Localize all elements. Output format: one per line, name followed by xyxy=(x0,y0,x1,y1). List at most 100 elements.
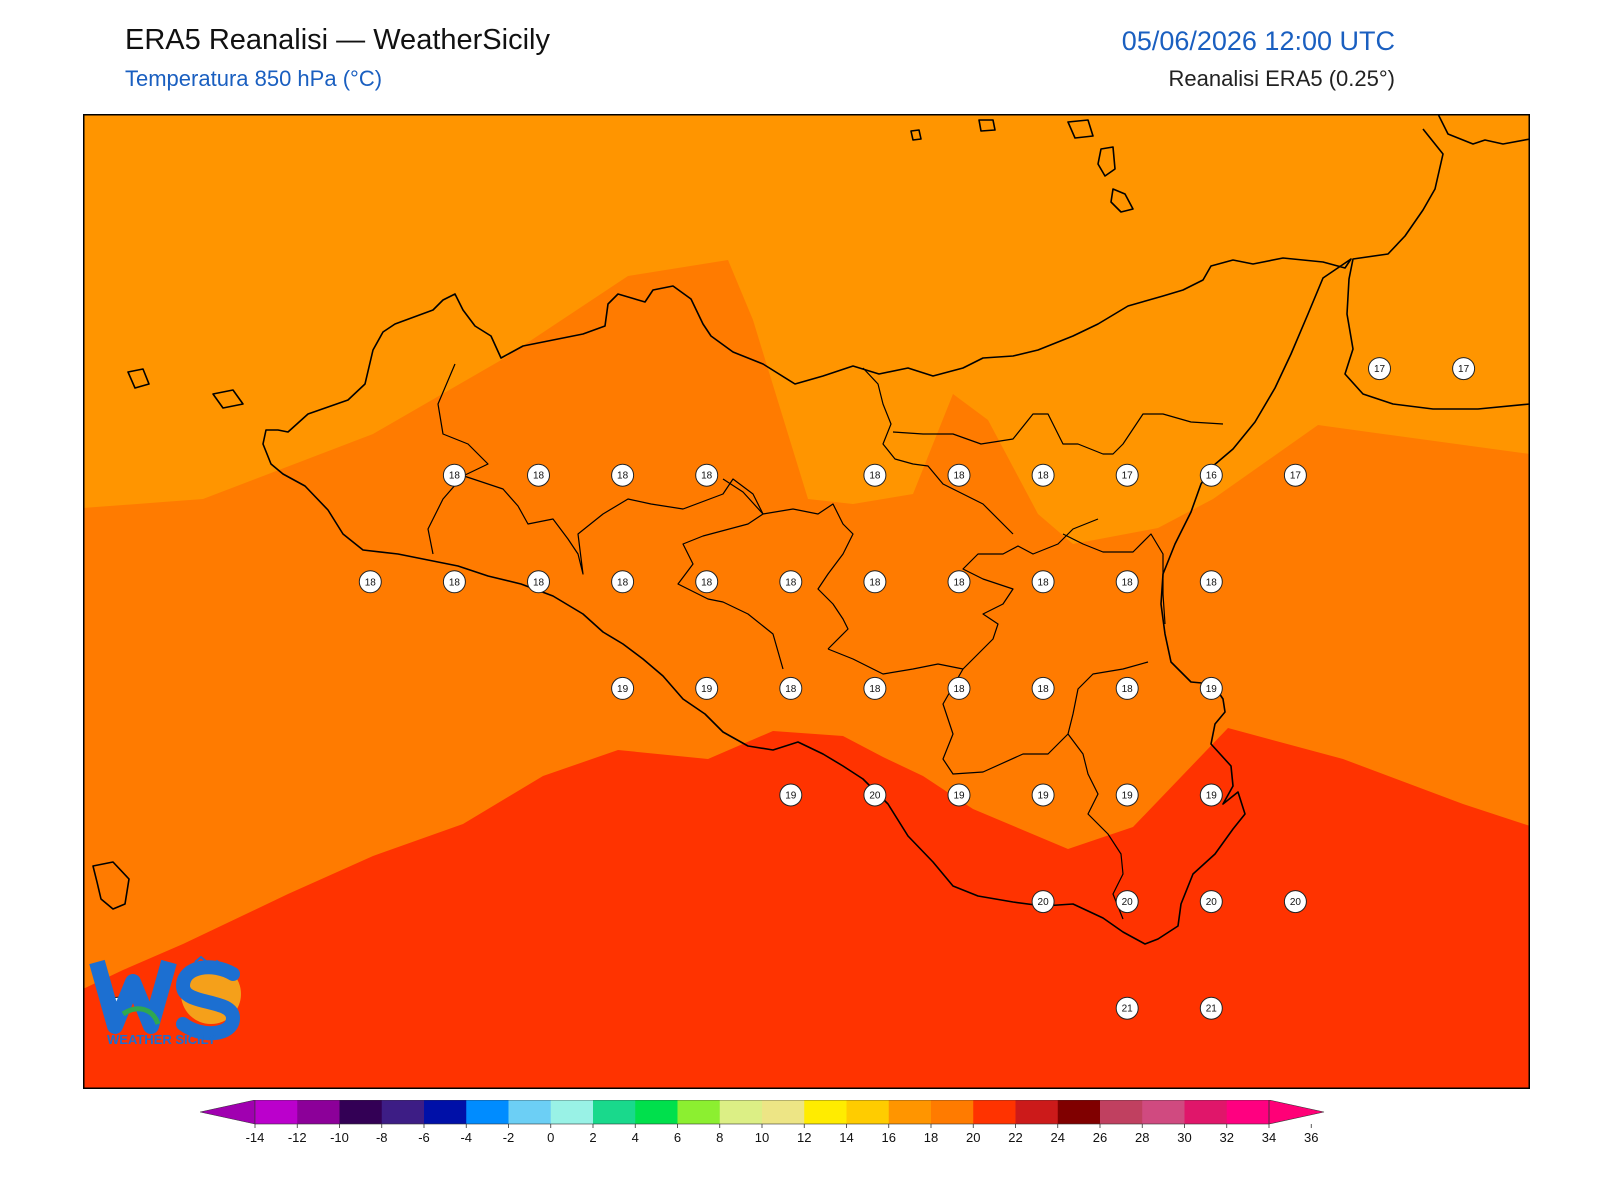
station-markers: 17 17 18 18 18 18 18 18 18 17 16 17 18 18 18 18 18 18 18 18… xyxy=(106,357,1476,1020)
station-marker: 18 xyxy=(863,676,887,700)
colorbar-tick-label: 26 xyxy=(1093,1130,1107,1145)
station-circle xyxy=(358,570,382,594)
station-circle xyxy=(1199,676,1223,700)
station-circle xyxy=(695,463,719,487)
station-marker: 18 xyxy=(863,570,887,594)
colorbar-swatch xyxy=(846,1100,890,1124)
colorbar-swatch xyxy=(550,1100,594,1124)
station-marker: 18 xyxy=(1115,570,1139,594)
colorbar-swatch xyxy=(593,1100,636,1124)
station-circle xyxy=(1031,570,1055,594)
station-temperature: 19 xyxy=(953,791,965,802)
weathersicily-logo: WEATHER SICILY xyxy=(89,955,241,1047)
station-marker: 21 xyxy=(1115,996,1139,1020)
station-temperature: 19 xyxy=(1038,791,1050,802)
station-marker: 20 xyxy=(1199,890,1223,914)
border-catania-siracusa xyxy=(1062,533,1166,625)
station-temperature: 18 xyxy=(617,471,629,482)
station-circle xyxy=(1199,463,1223,487)
station-marker: 18 xyxy=(442,570,466,594)
station-circle xyxy=(1031,783,1055,807)
station-marker: 18 xyxy=(695,570,719,594)
colorbar-swatch xyxy=(339,1100,383,1124)
border-enna-catania xyxy=(827,518,1099,675)
colorbar-under-arrow xyxy=(200,1100,256,1125)
station-temperature: 20 xyxy=(1038,897,1050,908)
station-temperature: 18 xyxy=(533,471,545,482)
colorbar-tick-label: 36 xyxy=(1304,1130,1318,1145)
station-temperature: 18 xyxy=(1206,577,1218,588)
colorbar-tick-label: 28 xyxy=(1135,1130,1149,1145)
colorbar-swatch xyxy=(635,1100,678,1124)
colorbar-swatch xyxy=(1142,1100,1185,1124)
station-circle xyxy=(779,783,803,807)
station-circle xyxy=(1199,890,1223,914)
aeolian-island-1 xyxy=(978,119,996,132)
station-temperature: 18 xyxy=(785,684,797,695)
colorbar-swatch xyxy=(804,1100,847,1124)
logo-caption: WEATHER SICILY xyxy=(107,1032,216,1047)
station-temperature: 20 xyxy=(869,791,881,802)
station-temperature: 18 xyxy=(1122,577,1134,588)
station-marker: 18 xyxy=(611,570,635,594)
colorbar-swatch xyxy=(1184,1100,1228,1124)
station-marker: 19 xyxy=(695,676,719,700)
station-marker: 17 xyxy=(1115,463,1139,487)
station-circle xyxy=(947,783,971,807)
colorbar-over-arrow xyxy=(1268,1100,1325,1125)
colorbar-tick-label: 24 xyxy=(1051,1130,1065,1145)
station-circle xyxy=(1115,676,1139,700)
station-circle xyxy=(1368,357,1391,381)
station-marker: 18 xyxy=(779,570,803,594)
colorbar-tick-label: 30 xyxy=(1177,1130,1191,1145)
station-temperature: 17 xyxy=(1122,471,1134,482)
valid-time: 05/06/2026 12:00 UTC xyxy=(1121,26,1395,56)
station-circle xyxy=(527,570,550,594)
colorbar-tick-label: -10 xyxy=(330,1130,349,1145)
station-temperature: 18 xyxy=(365,577,377,588)
station-temperature: 18 xyxy=(1122,684,1134,695)
colorbar-swatch xyxy=(762,1100,805,1124)
station-marker: 18 xyxy=(947,676,971,700)
station-circle xyxy=(863,676,887,700)
station-temperature: 18 xyxy=(953,684,965,695)
station-temperature: 17 xyxy=(1458,364,1470,375)
colorbar-tick-label: -12 xyxy=(288,1130,307,1145)
station-temperature: 19 xyxy=(617,684,629,695)
station-marker: 19 xyxy=(947,783,971,807)
station-temperature: 19 xyxy=(1206,684,1218,695)
station-temperature: 21 xyxy=(1206,1004,1218,1015)
station-marker: 19 xyxy=(1199,783,1223,807)
station-marker: 18 xyxy=(695,463,719,487)
station-temperature: 18 xyxy=(449,577,461,588)
colorbar-tick-label: 2 xyxy=(589,1130,596,1145)
station-circle xyxy=(611,676,635,700)
colorbar-swatch xyxy=(677,1100,721,1124)
station-circle xyxy=(611,463,635,487)
aeolian-island-3 xyxy=(1097,146,1116,177)
station-marker: 17 xyxy=(1283,463,1307,487)
colorbar-tick-label: 14 xyxy=(839,1130,853,1145)
station-marker: 18 xyxy=(611,463,635,487)
border-catania-ragusa xyxy=(942,661,1149,775)
station-circle xyxy=(1199,996,1223,1020)
station-marker: 18 xyxy=(1199,570,1223,594)
colorbar-swatch xyxy=(255,1100,298,1124)
colorbar-swatch xyxy=(1057,1100,1101,1124)
colorbar-swatch xyxy=(931,1100,974,1124)
colorbar-swatch xyxy=(1100,1100,1143,1124)
station-temperature: 19 xyxy=(701,684,713,695)
station-marker: 19 xyxy=(1115,783,1139,807)
colorbar-tick-label: 32 xyxy=(1220,1130,1234,1145)
station-marker: 20 xyxy=(1283,890,1307,914)
station-marker: 19 xyxy=(1031,783,1055,807)
station-temperature: 18 xyxy=(1038,471,1050,482)
station-marker: 18 xyxy=(1031,570,1055,594)
station-circle xyxy=(442,463,466,487)
station-temperature: 17 xyxy=(1374,364,1386,375)
colorbar-swatch xyxy=(297,1100,340,1124)
station-marker: 19 xyxy=(779,783,803,807)
station-temperature: 18 xyxy=(785,577,797,588)
pantelleria-island xyxy=(92,861,130,910)
temperature-map: 17 17 18 18 18 18 18 18 18 17 16 17 18 18 18 18 18 18 18 18… xyxy=(83,114,1530,1089)
